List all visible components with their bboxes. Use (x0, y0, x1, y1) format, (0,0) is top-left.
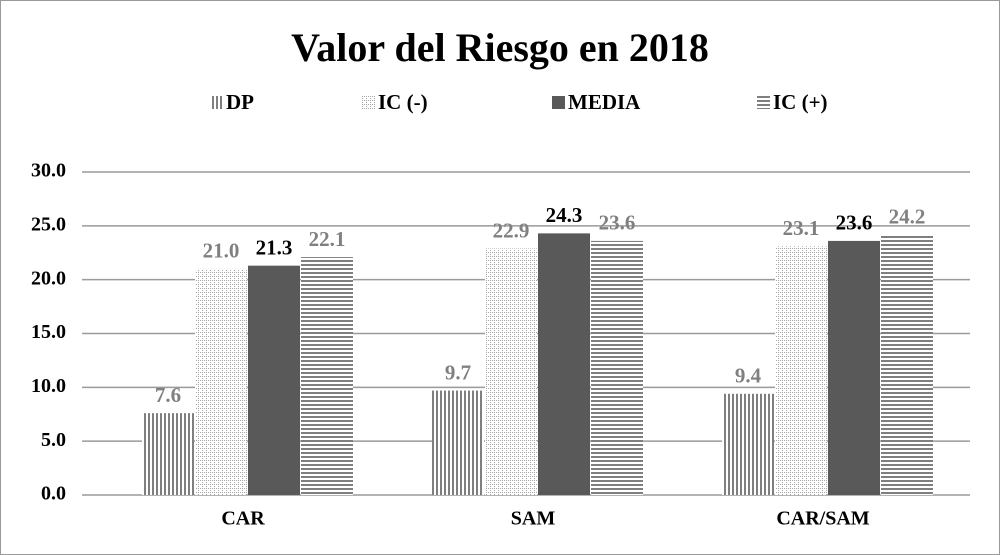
data-label: 24.3 (546, 203, 583, 227)
y-tick-label: 5.0 (41, 429, 66, 451)
data-label: 24.2 (889, 204, 926, 228)
x-tick-label: SAM (511, 508, 556, 530)
legend-swatch (552, 96, 565, 109)
legend-label: MEDIA (568, 90, 641, 114)
legend-label: IC (-) (378, 90, 428, 114)
chart-title: Valor del Riesgo en 2018 (291, 25, 709, 70)
data-label: 21.3 (256, 235, 293, 259)
data-label: 9.7 (445, 360, 471, 384)
data-label: 7.6 (155, 383, 181, 407)
y-tick-label: 15.0 (31, 321, 66, 343)
data-label: 9.4 (735, 364, 762, 388)
bar (248, 265, 300, 495)
legend-swatch (362, 96, 375, 109)
y-tick-label: 30.0 (31, 160, 66, 182)
bar (432, 390, 484, 495)
data-label: 21.0 (203, 239, 240, 263)
bar (591, 240, 643, 495)
data-label: 22.9 (493, 218, 530, 242)
legend-swatch (210, 96, 223, 109)
data-label: 23.1 (783, 216, 820, 240)
data-label: 22.1 (309, 227, 346, 251)
y-tick-label: 0.0 (41, 483, 66, 505)
bar (828, 240, 880, 495)
legend-label: IC (+) (773, 90, 828, 114)
bar (485, 248, 537, 495)
bar (195, 268, 247, 495)
data-label: 23.6 (599, 211, 636, 235)
y-tick-label: 25.0 (31, 213, 66, 235)
bar (881, 234, 933, 496)
legend-swatch (757, 96, 770, 109)
bar (538, 233, 590, 495)
bar (775, 246, 827, 495)
legend-label: DP (226, 90, 254, 114)
y-tick-label: 20.0 (31, 267, 66, 289)
y-tick-label: 10.0 (31, 375, 66, 397)
bar (142, 413, 194, 495)
x-tick-label: CAR/SAM (776, 508, 869, 530)
x-tick-label: CAR (221, 508, 265, 530)
bar (301, 257, 353, 495)
data-label: 23.6 (836, 211, 873, 235)
bar (722, 393, 774, 495)
